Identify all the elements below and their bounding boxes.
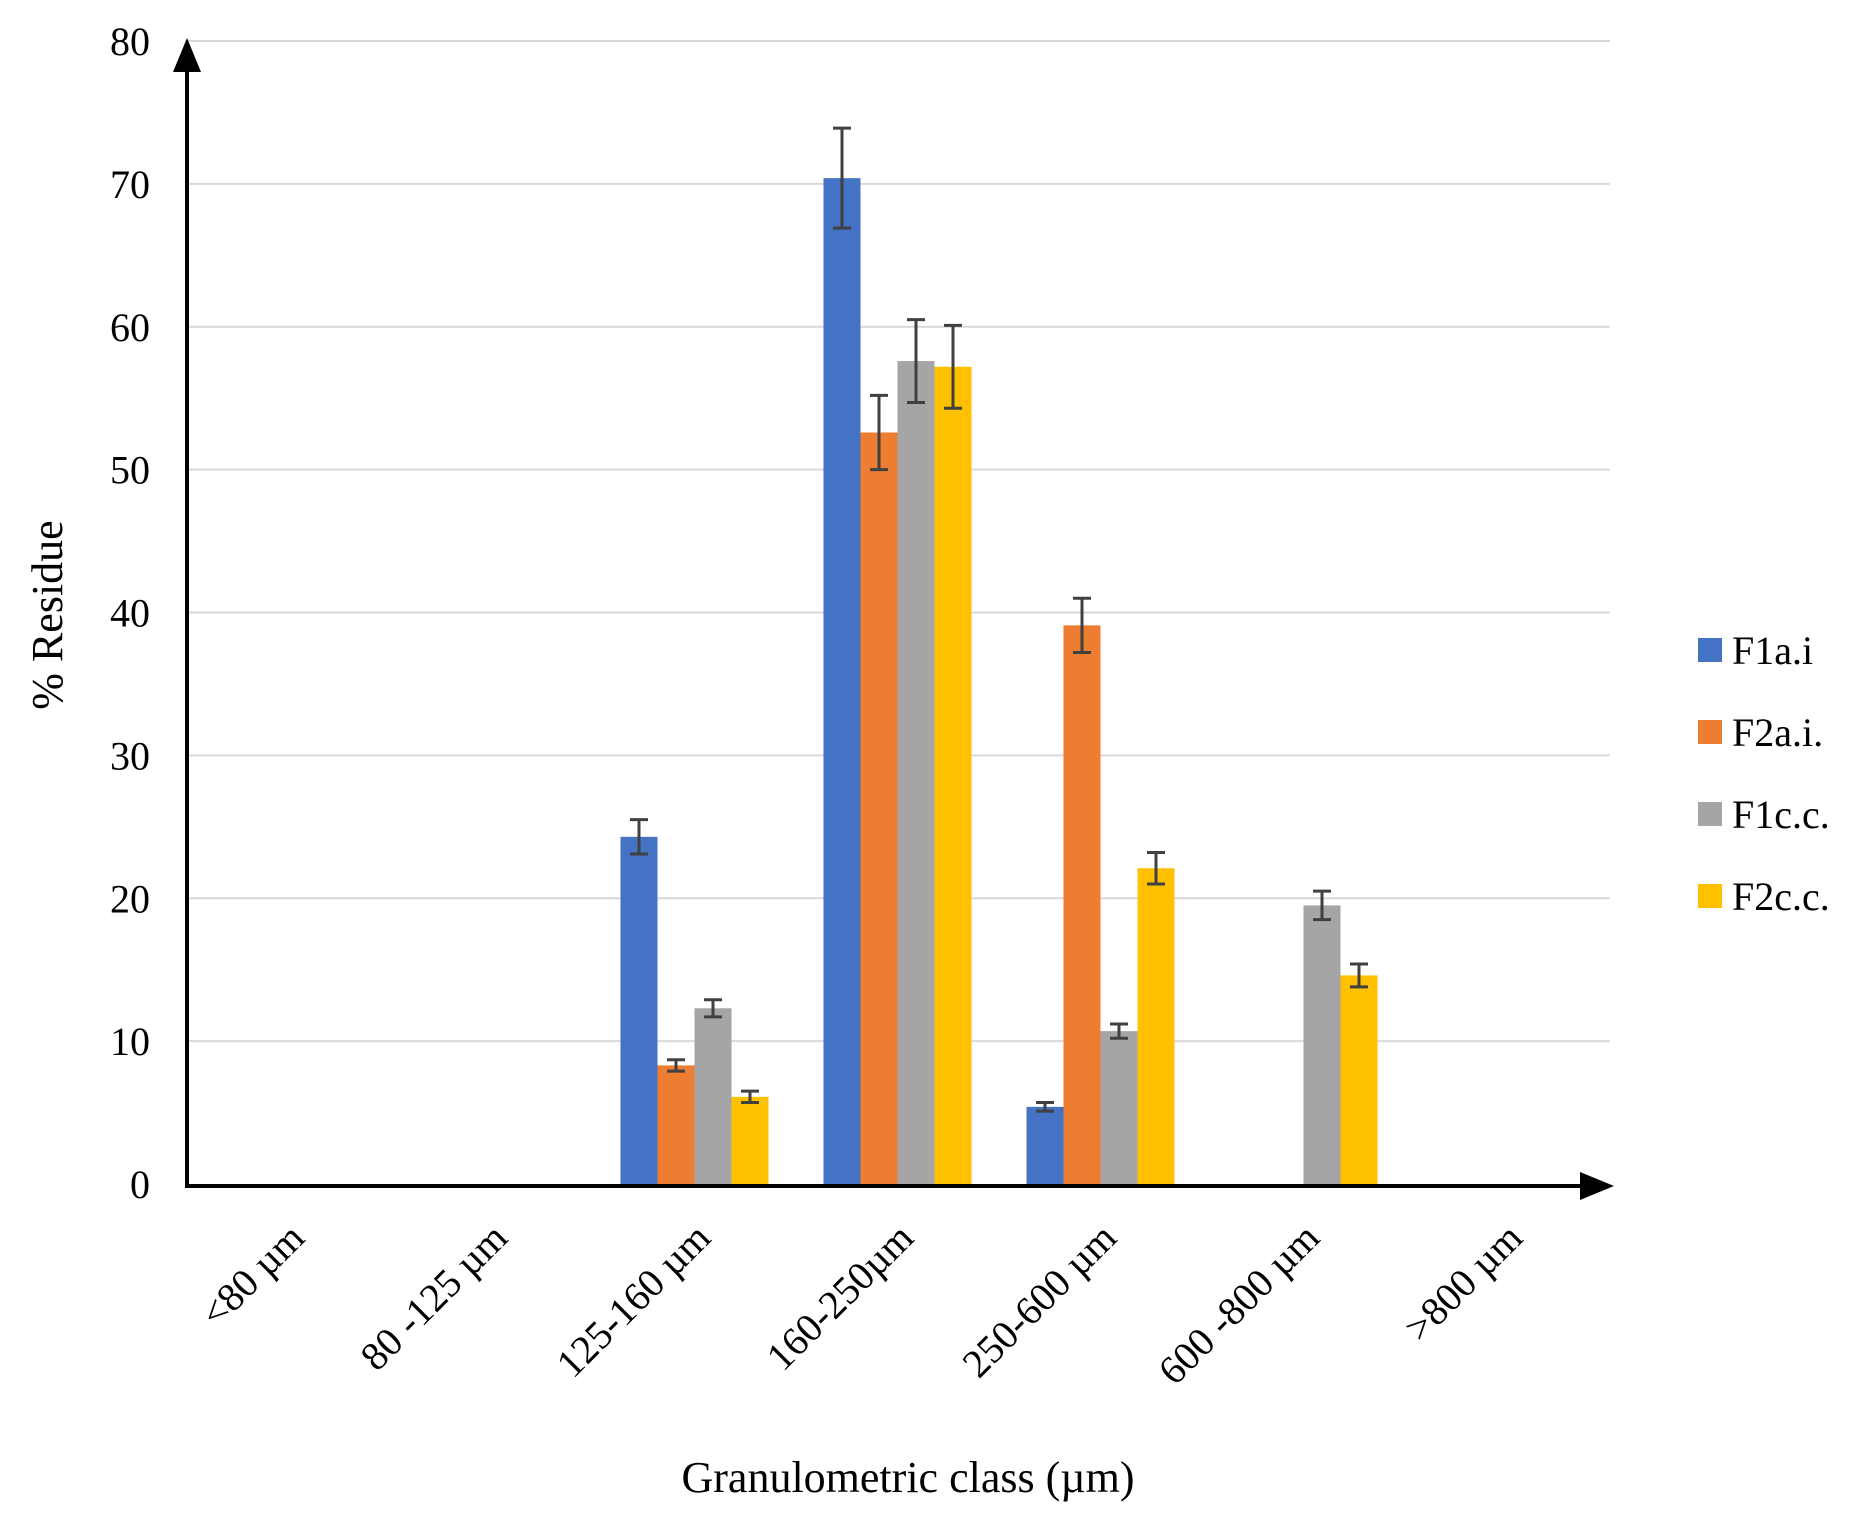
- y-tick-label: 70: [110, 162, 150, 207]
- x-tick-label: 80 -125 µm: [351, 1215, 515, 1379]
- x-tick-label: <80 µm: [191, 1215, 312, 1336]
- legend-label: F2a.i.: [1732, 710, 1823, 755]
- y-axis-ticks: 0 10 20 30 40 50 60 70 80: [110, 19, 150, 1207]
- bar-f2c-c: [1340, 975, 1378, 1184]
- y-axis-title: % Residue: [23, 520, 72, 709]
- legend-label: F1a.i: [1732, 628, 1813, 673]
- x-axis-arrowhead: [1580, 1172, 1614, 1200]
- bar-f2a-i: [1063, 625, 1101, 1184]
- legend-swatch: [1698, 720, 1722, 744]
- legend-label: F2c.c.: [1732, 874, 1830, 919]
- legend-swatch: [1698, 884, 1722, 908]
- bars: [620, 178, 1378, 1184]
- y-tick-label: 60: [110, 305, 150, 350]
- bar-f2c-c: [731, 1096, 769, 1184]
- bar-f1c-c: [897, 361, 935, 1184]
- legend-swatch: [1698, 802, 1722, 826]
- bar-f1a-i: [1026, 1106, 1064, 1184]
- legend-label: F1c.c.: [1732, 792, 1830, 837]
- y-tick-label: 50: [110, 448, 150, 493]
- y-tick-label: 0: [130, 1162, 150, 1207]
- axes: [173, 38, 1614, 1200]
- bar-f2a-i: [657, 1065, 695, 1184]
- bar-f1a-i: [823, 178, 861, 1184]
- legend: F1a.i F2a.i. F1c.c. F2c.c.: [1698, 628, 1830, 919]
- x-axis-ticks: <80 µm 80 -125 µm 125-160 µm 160-250µm 250-6…: [191, 1215, 1530, 1394]
- x-tick-label: 600 -800 µm: [1149, 1215, 1328, 1394]
- y-tick-label: 20: [110, 876, 150, 921]
- bar-f1c-c: [1100, 1031, 1138, 1184]
- y-tick-label: 30: [110, 733, 150, 778]
- x-tick-label: 250-600 µm: [953, 1215, 1124, 1386]
- y-tick-label: 10: [110, 1019, 150, 1064]
- bar-f2a-i: [860, 432, 898, 1184]
- x-tick-label: 125-160 µm: [547, 1215, 718, 1386]
- x-tick-label: 160-250µm: [757, 1215, 921, 1379]
- y-axis-arrowhead: [173, 38, 201, 72]
- x-tick-label: >800 µm: [1395, 1215, 1531, 1351]
- bar-f1c-c: [694, 1008, 732, 1184]
- bar-f1a-i: [620, 836, 658, 1184]
- y-tick-label: 40: [110, 591, 150, 636]
- legend-swatch: [1698, 638, 1722, 662]
- error-bars: [630, 126, 1368, 1113]
- bar-f2c-c: [934, 366, 972, 1184]
- y-tick-label: 80: [110, 19, 150, 64]
- bar-f1c-c: [1303, 905, 1341, 1184]
- bar-f2c-c: [1137, 868, 1175, 1184]
- x-axis-title: Granulometric class (µm): [682, 1453, 1135, 1502]
